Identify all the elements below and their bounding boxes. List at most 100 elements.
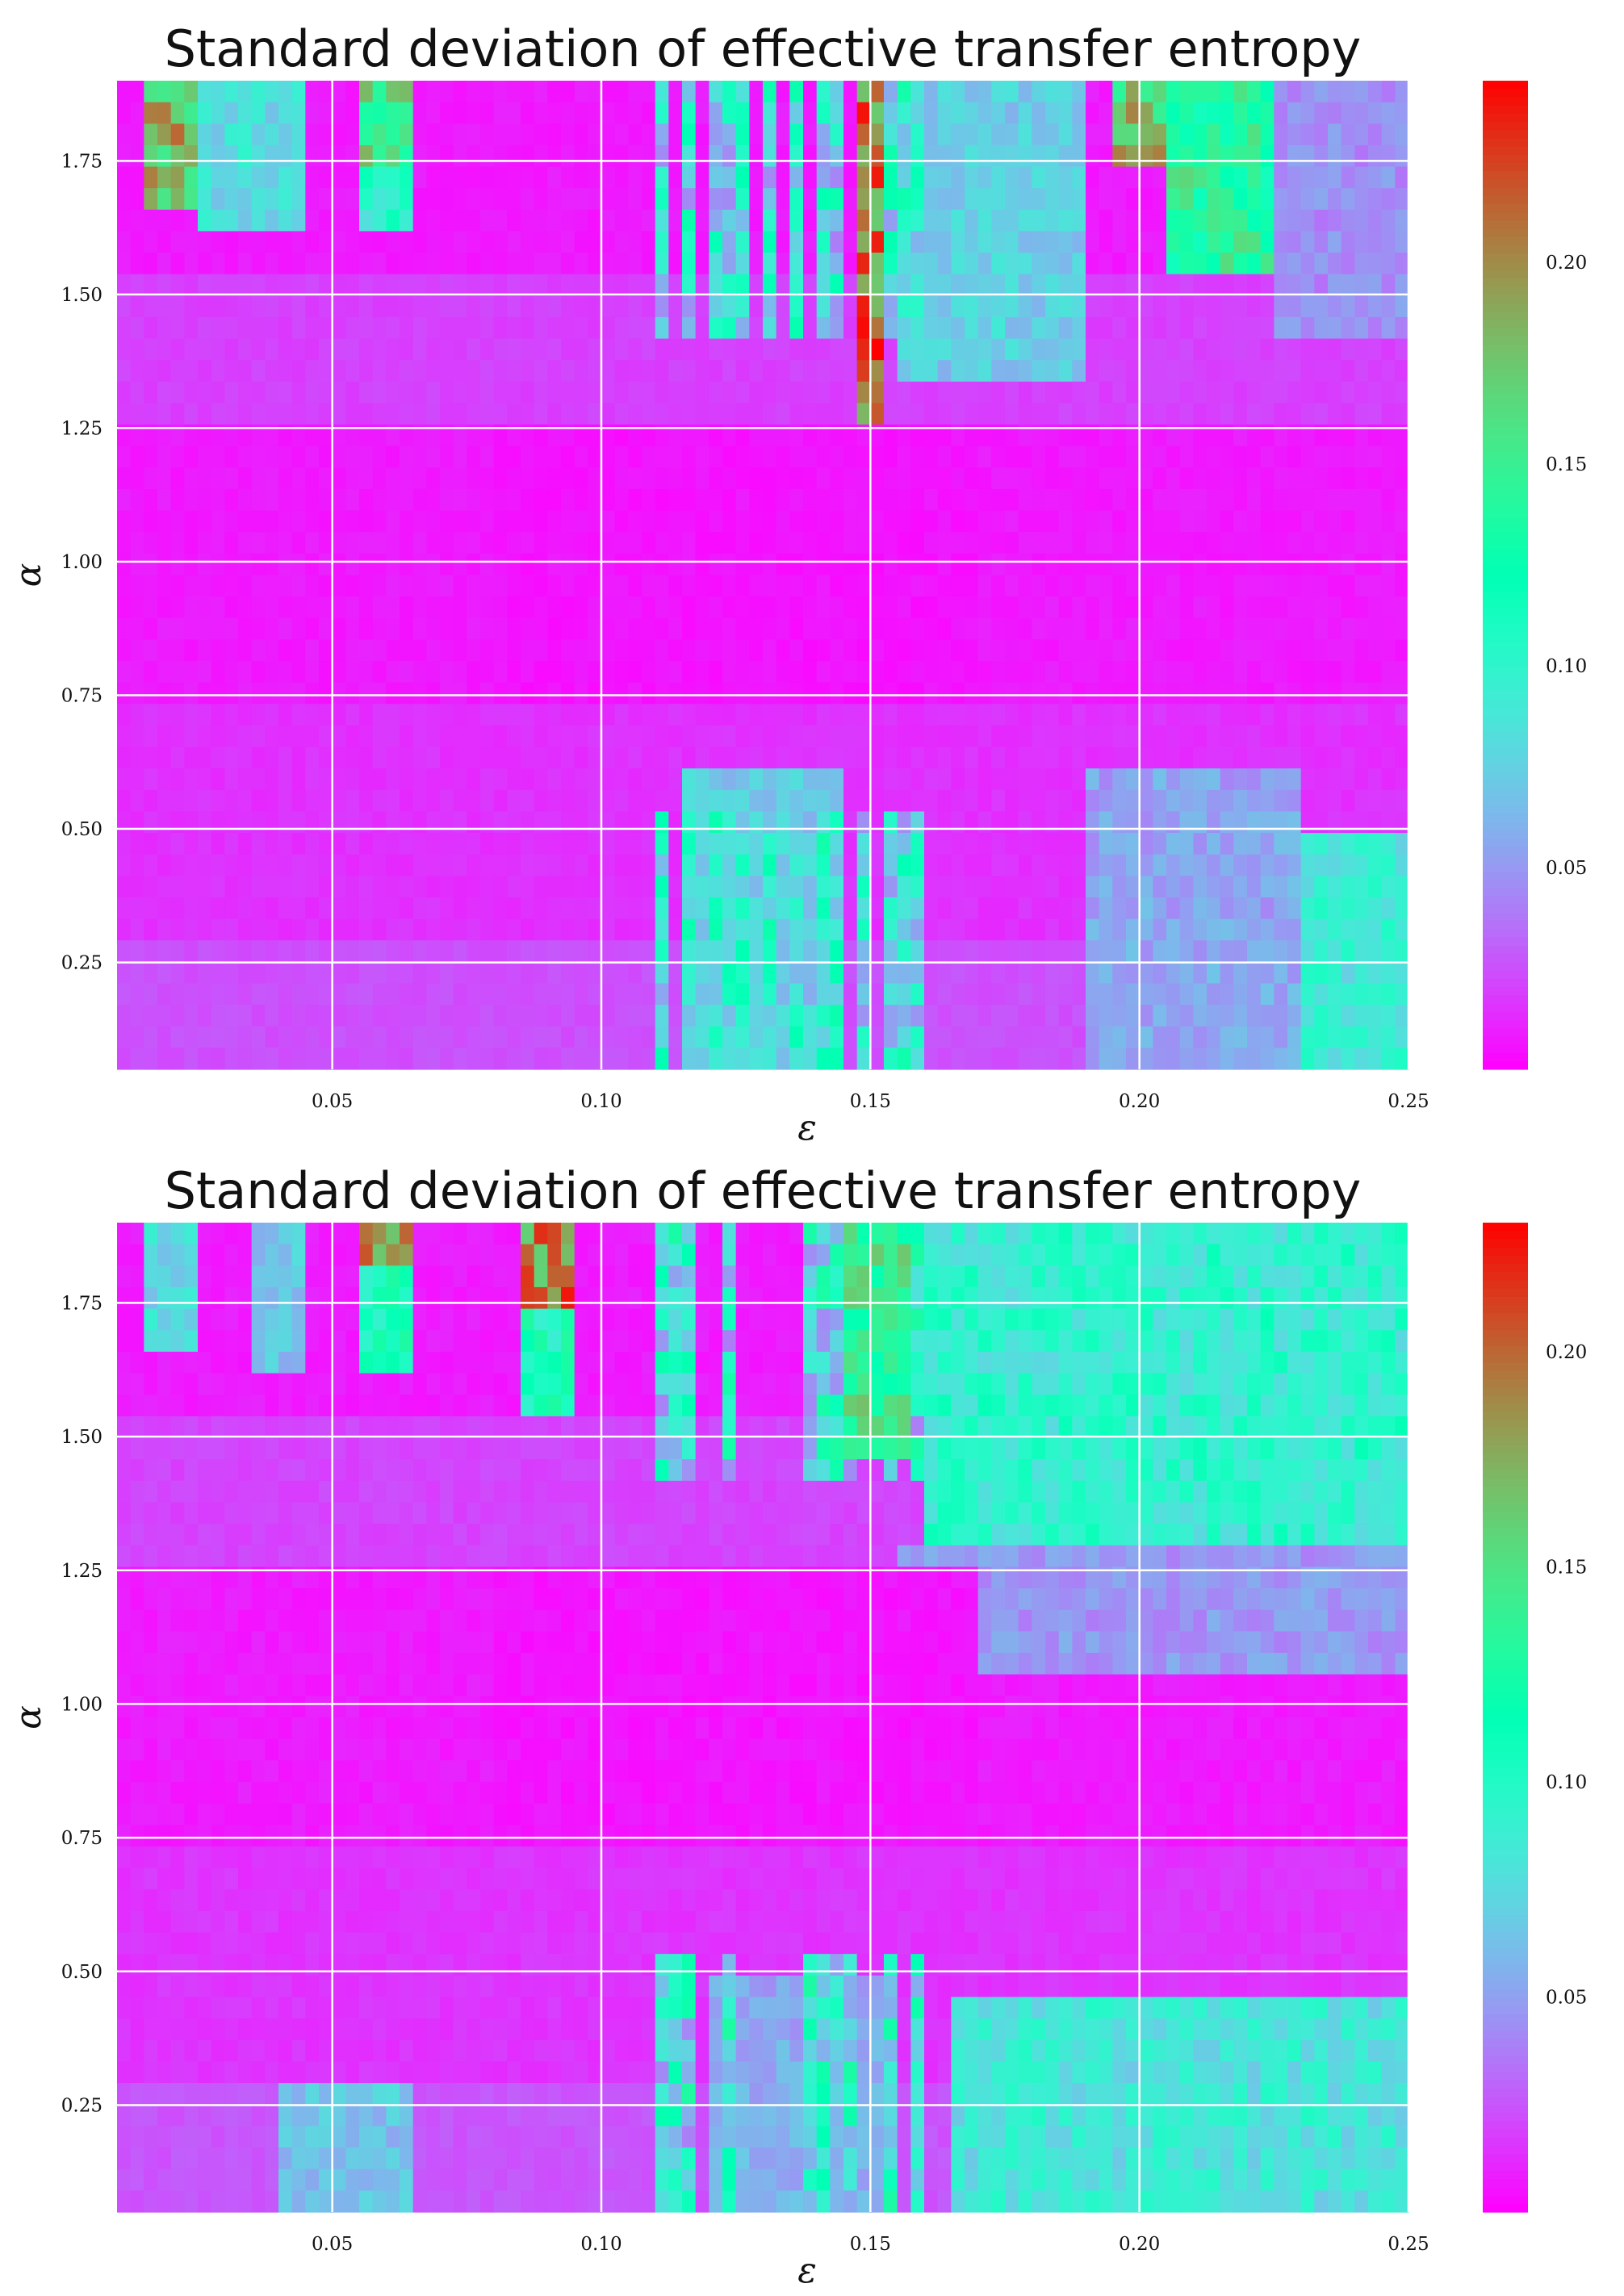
heatmap-cell [763,467,776,489]
heatmap-cell [333,403,346,424]
heatmap-cell [561,188,575,210]
heatmap-cell [534,790,548,812]
heatmap-cell [144,897,157,919]
heatmap-cell [1314,446,1328,468]
heatmap-cell [978,123,992,145]
heatmap-cell [978,618,992,640]
heatmap-cell [817,188,831,210]
heatmap-cell [1287,467,1301,489]
heatmap-cell [211,661,225,683]
heatmap-cell [184,2083,198,2105]
heatmap-cell [668,618,682,640]
heatmap-cell [198,1459,211,1481]
heatmap-cell [252,661,266,683]
heatmap-cell [454,403,467,424]
heatmap-cell [198,726,211,747]
heatmap-cell [171,446,185,468]
heatmap-cell [763,102,776,124]
heatmap-cell [789,876,803,897]
heatmap-cell [1180,704,1194,726]
heatmap-cell [534,360,548,382]
heatmap-cell [1395,726,1408,747]
heatmap-cell [1368,511,1382,533]
heatmap-cell [131,1005,144,1027]
heatmap-cell [157,1804,171,1826]
heatmap-cell [1220,210,1234,232]
heatmap-cell [454,575,467,597]
heatmap-cell [628,983,642,1005]
heatmap-cell [426,382,440,404]
heatmap-cell [696,102,709,124]
heatmap-cell [265,940,278,962]
heatmap-cell [1059,382,1073,404]
heatmap-cell [117,1416,131,1438]
heatmap-cell [1301,467,1315,489]
heatmap-cell [224,2126,238,2148]
heatmap-cell [857,1027,871,1048]
heatmap-cell [1382,403,1396,424]
heatmap-cell [1233,855,1247,876]
heatmap-cell [454,446,467,468]
heatmap-cell [507,919,521,941]
heatmap-cell [938,983,952,1005]
heatmap-cell [1341,940,1355,962]
heatmap-cell [696,833,709,855]
heatmap-cell [1045,575,1059,597]
heatmap-cell [789,360,803,382]
heatmap-cell [144,2105,157,2127]
heatmap-cell [494,403,508,424]
heatmap-cell [480,102,494,124]
heatmap-cell [668,575,682,597]
heatmap-cell [373,339,387,361]
heatmap-cell [157,639,171,661]
heatmap-cell [224,2018,238,2040]
heatmap-cell [224,2105,238,2127]
heatmap-cell [198,1696,211,1717]
heatmap-cell [1059,747,1073,769]
heatmap-cell [386,554,400,575]
heatmap-cell [924,467,938,489]
heatmap-cell [426,855,440,876]
heatmap-cell [157,1588,171,1610]
heatmap-cell [521,511,534,533]
heatmap-cell [951,790,965,812]
heatmap-cell [1086,467,1099,489]
heatmap-cell [400,661,413,683]
heatmap-cell [157,489,171,511]
heatmap-cell [1032,210,1045,232]
heatmap-cell [252,188,266,210]
heatmap-cell [1328,467,1341,489]
heatmap-cell [171,231,185,253]
heatmap-cell [722,295,736,317]
heatmap-cell [655,768,669,790]
heatmap-cell [938,532,952,554]
heatmap-cell [507,1027,521,1048]
heatmap-cell [1072,317,1086,339]
colorbar-segment [1483,658,1528,667]
heatmap-cell [1032,253,1045,274]
heatmap-cell [507,661,521,683]
heatmap-cell [1126,231,1140,253]
heatmap-cell [668,145,682,167]
heatmap-cell [1126,360,1140,382]
heatmap-cell [198,983,211,1005]
heatmap-cell [1086,274,1099,296]
heatmap-cell [938,919,952,941]
heatmap-cell [978,403,992,424]
colorbar-segment [1483,649,1528,658]
heatmap-cell [1140,532,1153,554]
heatmap-cell [642,661,655,683]
heatmap-cell [1395,295,1408,317]
heatmap-cell [588,919,601,941]
heatmap-cell [373,704,387,726]
heatmap-cell [224,295,238,317]
heatmap-cell [1274,790,1287,812]
heatmap-cell [1045,661,1059,683]
heatmap-cell [1180,554,1194,575]
heatmap-cell [345,511,359,533]
heatmap-cell [1247,618,1261,640]
heatmap-cell [1099,704,1113,726]
heatmap-cell [1019,532,1032,554]
heatmap-cell [1059,511,1073,533]
heatmap-cell [1180,167,1194,189]
